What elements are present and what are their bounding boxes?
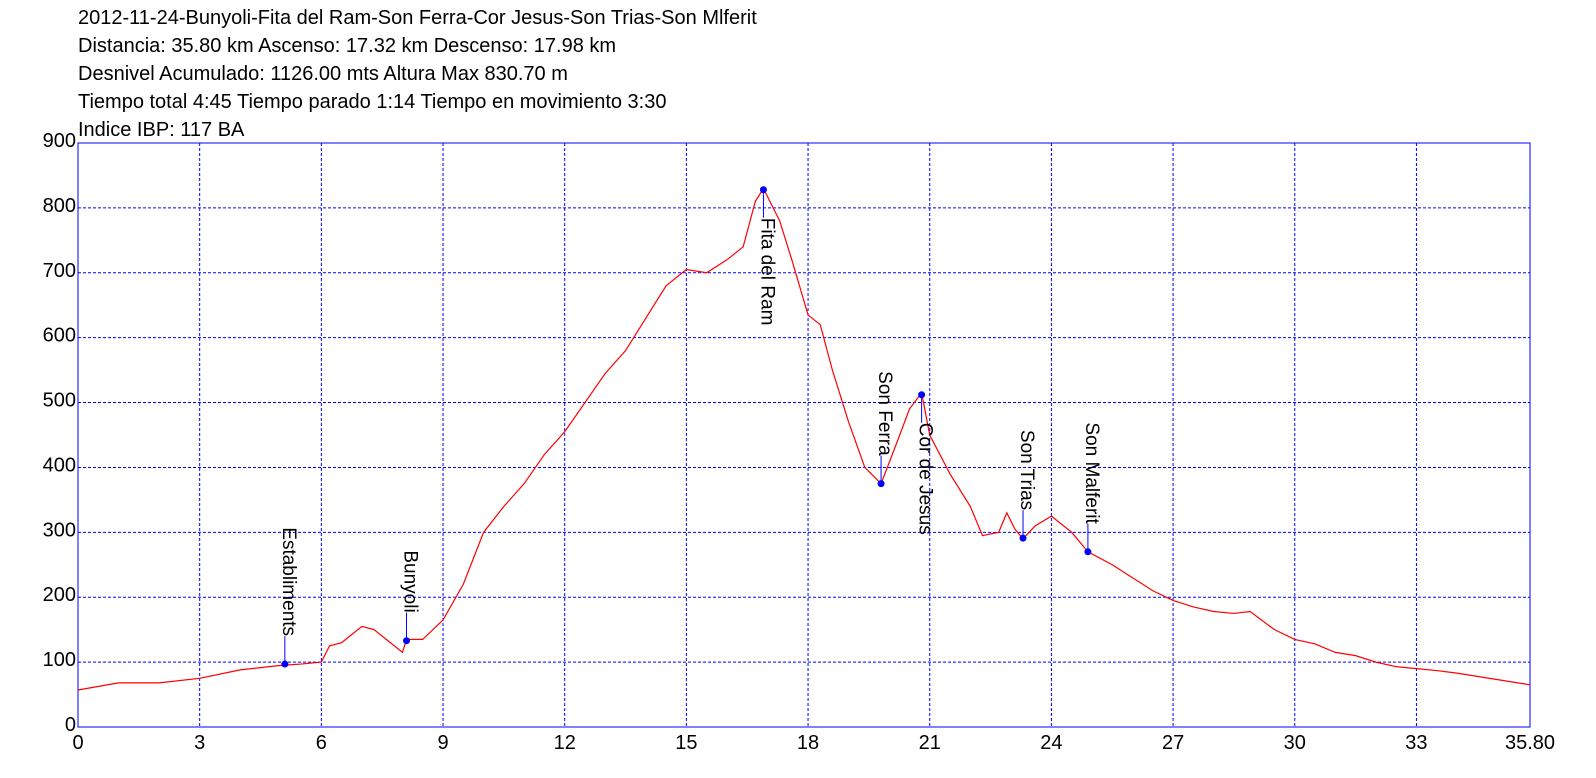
x-tick-label: 9 — [437, 732, 448, 754]
x-tick-label: 15 — [675, 732, 697, 754]
y-tick-label: 600 — [43, 325, 76, 347]
y-tick-label: 700 — [43, 260, 76, 282]
y-tick-label: 0 — [65, 714, 76, 736]
waypoint — [1019, 534, 1027, 542]
x-tick-label: 18 — [797, 732, 819, 754]
waypoint — [918, 391, 926, 399]
waypoint-label: Bunyoli — [400, 550, 421, 612]
elevation-line — [77, 187, 1531, 691]
y-tick-label: 200 — [43, 584, 76, 606]
waypoint-label: Fita del Ram — [756, 218, 777, 326]
plot-frame — [77, 142, 1531, 728]
waypoint-label: Son Ferra — [874, 371, 895, 456]
waypoint — [877, 480, 885, 488]
y-tick-label: 300 — [43, 519, 76, 541]
info-line: Desnivel Acumulado: 1126.00 mts Altura M… — [78, 63, 568, 85]
y-tick-label: 800 — [43, 195, 76, 217]
waypoint-label: Son Trias — [1016, 430, 1037, 510]
y-tick-label: 900 — [43, 130, 76, 152]
waypoint — [281, 660, 289, 668]
y-tick-label: 500 — [43, 390, 76, 412]
x-tick-label: 30 — [1284, 732, 1306, 754]
x-tick-label: 35.80 — [1505, 732, 1555, 754]
waypoint-label: Cor de Jesus — [915, 423, 936, 535]
waypoint-label: Son Malferit — [1081, 422, 1102, 524]
x-tick-label: 12 — [554, 732, 576, 754]
info-line: Tiempo total 4:45 Tiempo parado 1:14 Tie… — [78, 91, 667, 113]
y-tick-label: 100 — [43, 649, 76, 671]
info-line: Distancia: 35.80 km Ascenso: 17.32 km De… — [78, 35, 616, 57]
y-tick-label: 400 — [43, 454, 76, 476]
chart-title: 2012-11-24-Bunyoli-Fita del Ram-Son Ferr… — [78, 7, 757, 29]
x-tick-label: 24 — [1040, 732, 1062, 754]
x-tick-label: 0 — [72, 732, 83, 754]
info-line: Indice IBP: 117 BA — [78, 119, 245, 141]
x-tick-label: 6 — [316, 732, 327, 754]
waypoint — [403, 637, 411, 645]
waypoint — [1084, 548, 1092, 556]
waypoint-label: Establiments — [278, 527, 299, 636]
waypoint — [759, 186, 767, 194]
x-tick-label: 3 — [194, 732, 205, 754]
x-tick-label: 27 — [1162, 732, 1184, 754]
x-tick-label: 21 — [919, 732, 941, 754]
x-tick-label: 33 — [1405, 732, 1427, 754]
